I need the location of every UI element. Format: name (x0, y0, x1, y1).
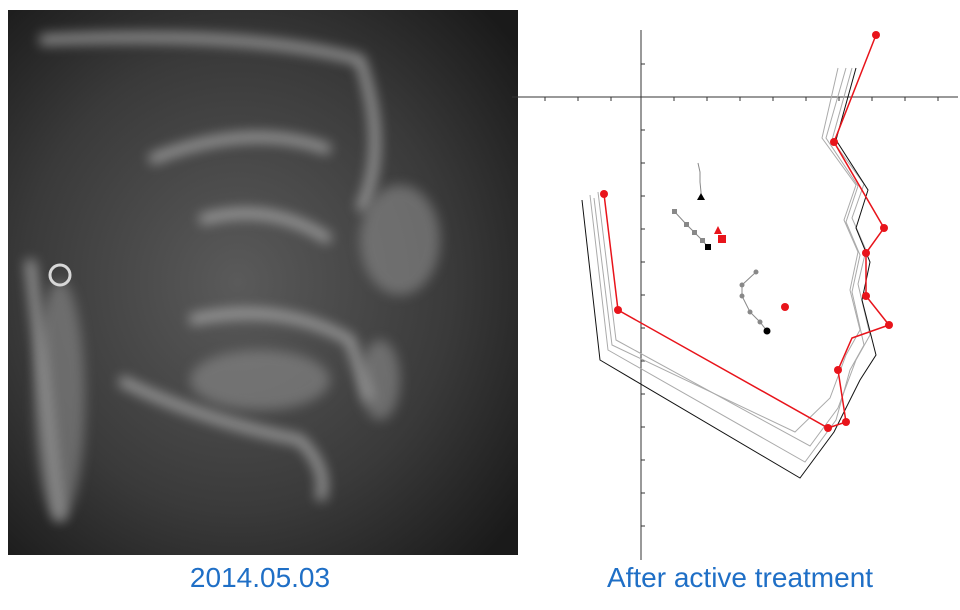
right-caption: After active treatment (560, 562, 920, 594)
left-caption: 2014.05.03 (130, 562, 390, 594)
tracing (512, 30, 958, 560)
x-ray-image (8, 10, 518, 555)
figure: 2014.05.03 After active treatment (0, 0, 960, 610)
figure-graphics (0, 0, 960, 560)
